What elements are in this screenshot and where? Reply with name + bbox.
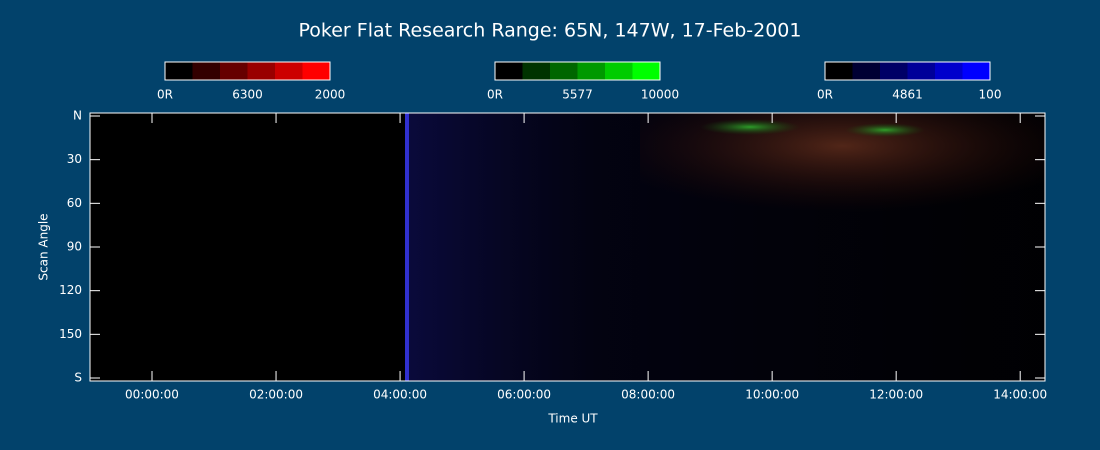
colorbar-frame — [164, 61, 331, 81]
colorbar-frame — [824, 61, 991, 81]
y-tick-label: N — [73, 109, 82, 123]
y-tick-label: S — [74, 371, 82, 385]
colorbar-step — [275, 62, 303, 80]
colorbar-wavelength: 5577 — [562, 88, 593, 102]
colorbar-frame — [494, 61, 661, 81]
x-tick-label: 04:00:00 — [373, 388, 427, 402]
x-tick-label: 00:00:00 — [125, 388, 179, 402]
colorbar-step — [165, 62, 193, 80]
start-stripe — [405, 113, 409, 381]
colorbar-step — [522, 62, 550, 80]
colorbar-step — [577, 62, 605, 80]
plot-image — [90, 113, 1045, 381]
x-tick-label: 02:00:00 — [249, 388, 303, 402]
colorbar-max-label: 10000 — [641, 88, 679, 102]
colorbar-wavelength: 4861 — [892, 88, 923, 102]
green-aurora — [845, 123, 925, 137]
colorbar-max-label: 100 — [979, 88, 1002, 102]
y-axis-label: Scan Angle — [37, 213, 51, 280]
x-tick-label: 06:00:00 — [497, 388, 551, 402]
y-tick-label: 120 — [59, 283, 82, 297]
colorbar-step — [495, 62, 523, 80]
colorbar-step — [935, 62, 963, 80]
colorbar-step — [632, 62, 660, 80]
x-tick-label: 08:00:00 — [621, 388, 675, 402]
x-tick-label: 12:00:00 — [869, 388, 923, 402]
colorbar-step — [880, 62, 908, 80]
colorbar-step — [247, 62, 275, 80]
y-tick-label: 30 — [67, 152, 82, 166]
y-tick-label: 60 — [67, 196, 82, 210]
colorbar-min-label: 0R — [817, 88, 833, 102]
colorbar-step — [962, 62, 990, 80]
green-aurora — [700, 119, 800, 135]
colorbar-step — [220, 62, 248, 80]
x-tick-label: 10:00:00 — [745, 388, 799, 402]
y-tick-label: 90 — [67, 240, 82, 254]
colorbar-step — [302, 62, 330, 80]
colorbar-step — [192, 62, 220, 80]
colorbar-step — [825, 62, 853, 80]
colorbar-step — [852, 62, 880, 80]
colorbar-step — [605, 62, 633, 80]
red-aurora — [640, 113, 1045, 223]
colorbar-step — [550, 62, 578, 80]
colorbar-step — [907, 62, 935, 80]
chart-title: Poker Flat Research Range: 65N, 147W, 17… — [299, 20, 802, 42]
colorbar-max-label: 2000 — [315, 88, 346, 102]
colorbar-wavelength: 6300 — [232, 88, 263, 102]
colorbar-min-label: 0R — [157, 88, 173, 102]
x-axis-label: Time UT — [547, 412, 598, 426]
x-tick-label: 14:00:00 — [993, 388, 1047, 402]
y-tick-label: 150 — [59, 327, 82, 341]
colorbar-min-label: 0R — [487, 88, 503, 102]
